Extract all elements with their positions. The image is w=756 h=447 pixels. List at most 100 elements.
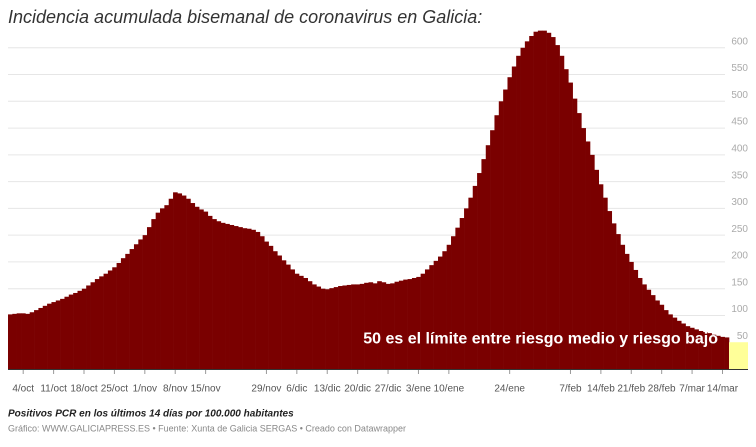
x-tick-label: 27/dic <box>375 384 402 395</box>
bar <box>116 262 122 369</box>
bar <box>559 55 565 370</box>
bar <box>259 236 265 369</box>
bar <box>8 314 13 369</box>
bar <box>368 282 374 369</box>
bar <box>607 211 613 369</box>
bar <box>516 55 521 370</box>
bar <box>12 313 17 369</box>
bar <box>90 282 96 369</box>
bar <box>68 294 74 369</box>
bar <box>372 283 378 369</box>
bar <box>242 228 248 369</box>
bar <box>264 241 269 369</box>
note: Positivos PCR en los últimos 14 días por… <box>8 409 294 420</box>
bar <box>325 289 330 369</box>
bar <box>689 327 695 369</box>
bar <box>160 208 165 369</box>
bar <box>342 285 348 369</box>
bar <box>346 284 352 369</box>
x-tick-label: 18/oct <box>70 384 97 395</box>
bar <box>702 332 708 369</box>
bar <box>25 313 31 369</box>
bar <box>359 283 365 369</box>
bar <box>694 329 699 369</box>
bar <box>333 287 339 369</box>
bar <box>299 275 304 369</box>
bar <box>507 77 513 369</box>
bar <box>73 292 78 369</box>
bar <box>459 218 465 369</box>
bar <box>411 277 417 369</box>
bar <box>173 192 178 369</box>
bar <box>498 101 504 370</box>
x-tick-label: 1/nov <box>133 384 157 395</box>
bar <box>603 197 608 369</box>
y-tick-label: 200 <box>731 251 748 262</box>
bar <box>620 244 626 369</box>
x-tick-label: 15/nov <box>191 384 221 395</box>
bar <box>537 30 543 369</box>
bar <box>268 245 274 369</box>
bar <box>285 264 291 369</box>
bar <box>646 289 652 369</box>
bar <box>633 269 639 369</box>
bar <box>34 310 39 369</box>
bar <box>246 228 252 369</box>
bar <box>60 298 65 369</box>
y-tick-label: 600 <box>731 36 748 47</box>
bar <box>381 282 387 369</box>
bar <box>503 89 508 369</box>
bar <box>568 82 573 370</box>
bar <box>290 269 295 369</box>
x-tick-label: 6/dic <box>286 384 307 395</box>
bar <box>590 154 595 369</box>
bar <box>437 256 443 369</box>
x-tick-label: 3/ene <box>406 384 431 395</box>
bar <box>307 281 313 369</box>
bar <box>329 288 335 369</box>
y-tick-label: 150 <box>731 277 748 288</box>
bar <box>225 223 230 369</box>
bar <box>464 208 469 369</box>
bar <box>520 47 526 370</box>
bar <box>398 280 404 369</box>
x-tick-label: 7/feb <box>559 384 582 395</box>
bar <box>277 255 282 369</box>
x-tick-label: 20/dic <box>344 384 371 395</box>
bar <box>446 244 452 369</box>
bar <box>663 310 669 369</box>
bar <box>194 206 200 369</box>
bar <box>351 284 356 369</box>
bar <box>190 203 196 369</box>
bar <box>255 231 261 369</box>
bar <box>155 212 161 369</box>
bar <box>55 300 61 369</box>
bar <box>251 229 256 369</box>
bar <box>429 265 434 369</box>
bar <box>555 45 560 369</box>
bar <box>51 302 57 369</box>
bar <box>99 276 104 369</box>
bar <box>64 296 70 369</box>
bar <box>676 320 682 369</box>
bar <box>316 286 322 369</box>
bar <box>377 281 382 369</box>
bar <box>177 193 183 369</box>
plot: 50 100 150 200 250 300 350 400 450 500 550 600 4/oct… <box>8 30 748 395</box>
bar <box>642 284 647 369</box>
bar <box>581 128 586 369</box>
x-tick-label: 8/nov <box>163 384 187 395</box>
bar <box>168 198 174 369</box>
bar <box>524 41 530 370</box>
y-tick-label: 350 <box>731 170 748 181</box>
credit: Gráfico: WWW.GALICIAPRESS.ES • Fuente: X… <box>8 423 406 433</box>
y-tick-label: 400 <box>731 143 748 154</box>
bar <box>294 273 300 369</box>
x-tick-label: 21/feb <box>617 384 645 395</box>
bar <box>129 249 135 369</box>
bar <box>146 227 152 369</box>
bar <box>390 283 395 369</box>
bar <box>420 273 426 369</box>
bar <box>21 313 26 369</box>
